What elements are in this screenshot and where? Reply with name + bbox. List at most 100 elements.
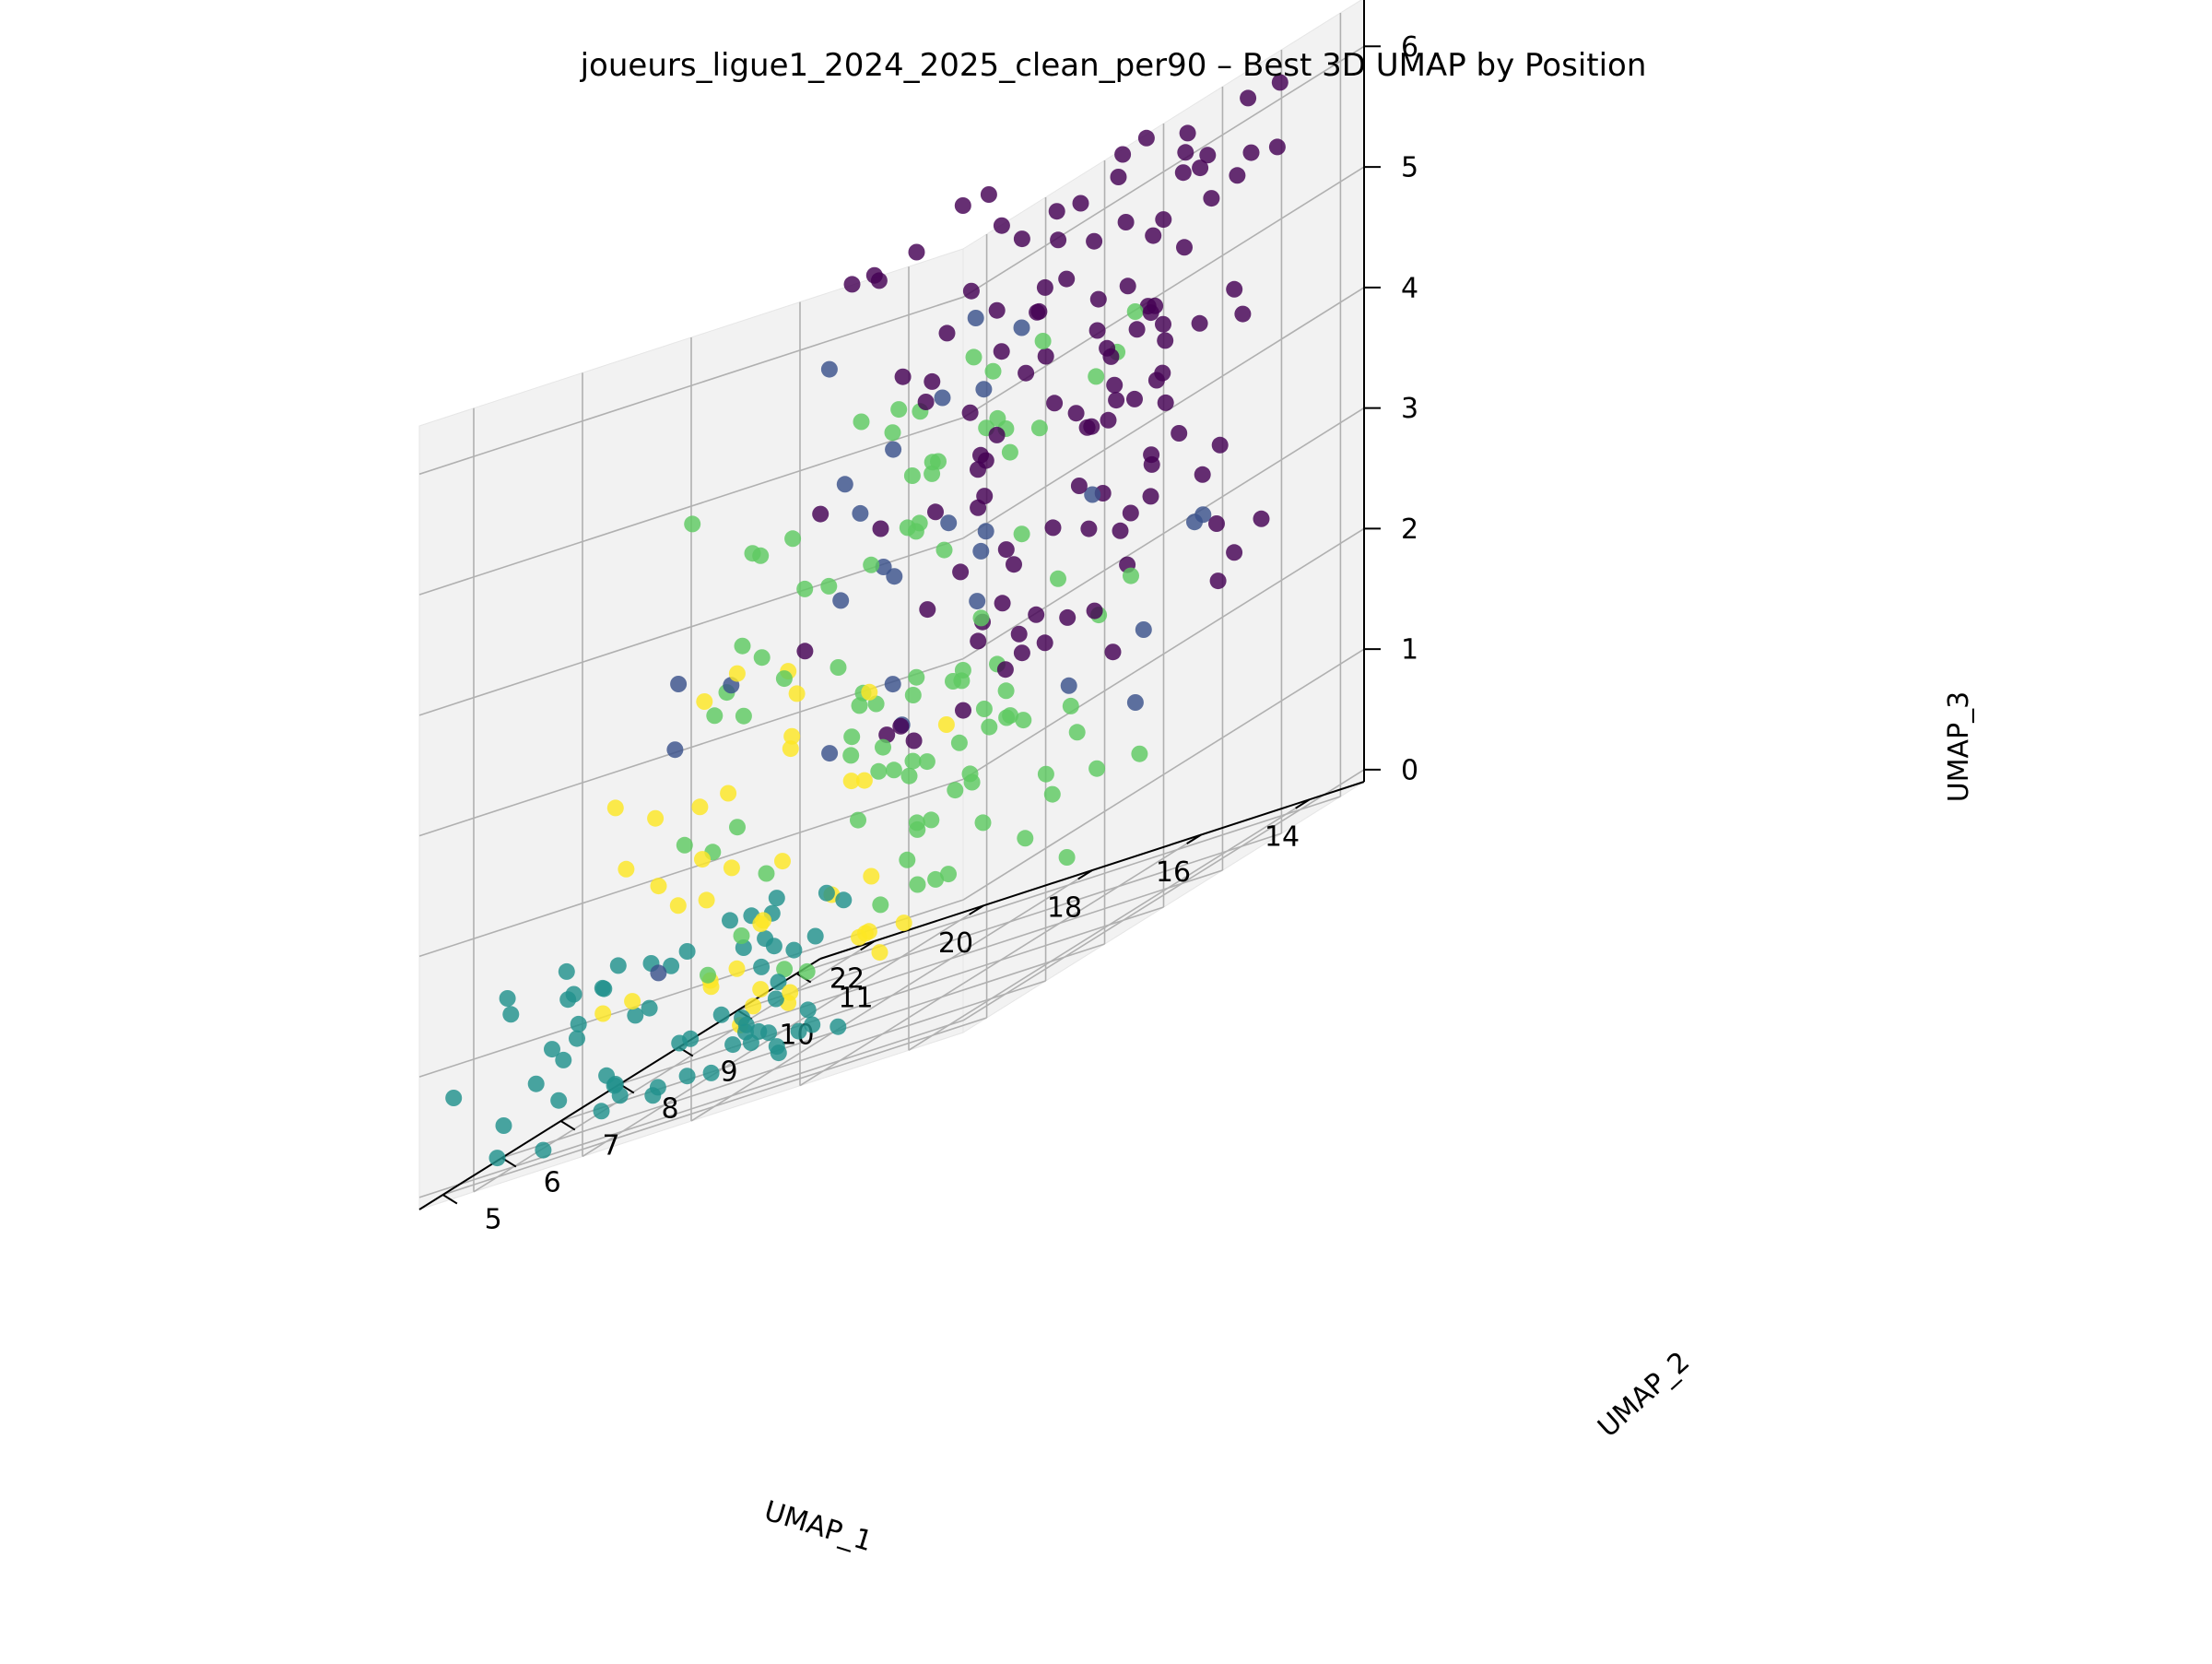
data-point <box>918 753 935 771</box>
x-tick-mark <box>969 904 984 915</box>
data-point <box>753 958 771 975</box>
z-grid-line <box>962 45 1365 298</box>
data-point <box>696 693 713 710</box>
data-point <box>666 741 684 759</box>
data-point <box>647 809 665 827</box>
data-point <box>908 243 925 261</box>
data-point <box>970 632 987 650</box>
data-point <box>885 441 902 458</box>
data-point <box>1112 522 1129 539</box>
data-point <box>684 515 701 533</box>
data-point <box>872 896 889 914</box>
data-point <box>598 1067 616 1084</box>
data-point <box>1194 466 1211 483</box>
data-point <box>878 726 896 744</box>
data-point <box>955 702 971 719</box>
data-point <box>1145 227 1162 244</box>
data-point <box>694 851 711 868</box>
data-point <box>698 891 715 909</box>
data-point <box>784 530 802 548</box>
data-point <box>967 310 984 326</box>
data-point <box>954 197 971 214</box>
data-point <box>565 985 582 1003</box>
data-point <box>981 718 998 736</box>
data-point <box>1179 124 1196 142</box>
data-point <box>1036 634 1053 652</box>
z-grid-line <box>418 778 964 958</box>
data-point <box>950 734 968 751</box>
data-point <box>758 865 775 882</box>
data-point <box>1088 368 1105 385</box>
data-point <box>890 401 908 419</box>
data-point <box>650 964 667 982</box>
data-point <box>937 716 955 733</box>
data-point <box>1155 211 1172 229</box>
data-points <box>445 74 1288 1167</box>
x-tick-mark <box>860 939 876 951</box>
grid-lines <box>418 13 1365 1198</box>
data-point <box>836 476 853 493</box>
data-point <box>953 672 971 690</box>
data-point <box>570 1015 587 1033</box>
data-point <box>927 503 944 521</box>
data-point <box>924 372 941 390</box>
data-point <box>1059 608 1077 626</box>
data-point <box>729 819 746 836</box>
data-point <box>993 217 1010 234</box>
data-point <box>1013 230 1030 248</box>
data-point <box>1271 74 1288 91</box>
z-grid-line <box>418 1020 964 1198</box>
data-point <box>1211 436 1229 454</box>
data-point <box>997 541 1015 559</box>
data-point <box>909 876 926 893</box>
data-point <box>1174 164 1192 182</box>
data-point <box>988 301 1006 319</box>
data-point <box>782 984 799 1001</box>
z-axis-label: UMAP_3 <box>1943 691 1975 803</box>
data-point <box>1070 478 1088 494</box>
data-point <box>812 505 830 523</box>
data-point <box>934 389 951 407</box>
data-point <box>923 811 940 829</box>
data-point <box>700 966 716 984</box>
data-point <box>535 1141 552 1159</box>
x-tick-label: 18 <box>1047 892 1082 925</box>
data-point <box>728 960 746 977</box>
data-point <box>899 851 916 868</box>
data-point <box>904 687 922 703</box>
x-tick-label: 22 <box>830 962 865 995</box>
data-point <box>670 676 688 692</box>
z-grid-line <box>962 648 1365 901</box>
data-point <box>977 523 994 540</box>
data-point <box>1199 147 1217 164</box>
data-point <box>975 701 993 717</box>
data-point <box>1176 239 1193 256</box>
x-tick-mark <box>1186 833 1202 844</box>
data-point <box>1191 314 1208 332</box>
data-point <box>820 577 838 595</box>
data-point <box>998 709 1016 726</box>
data-point <box>1034 333 1052 349</box>
data-point <box>495 1117 512 1134</box>
data-point <box>895 915 912 932</box>
data-point <box>830 1018 847 1035</box>
data-point <box>970 461 986 478</box>
data-point <box>796 643 814 660</box>
data-point <box>678 1068 696 1085</box>
data-point <box>884 676 901 693</box>
data-point <box>1104 643 1122 661</box>
data-point <box>909 820 926 838</box>
data-point <box>988 426 1006 443</box>
data-point <box>1229 167 1246 184</box>
data-point <box>627 1007 644 1024</box>
data-point <box>1226 544 1243 561</box>
data-point <box>1001 443 1018 461</box>
data-point <box>774 853 791 870</box>
data-point <box>1036 278 1053 296</box>
data-point <box>917 394 935 410</box>
data-point <box>903 467 921 484</box>
data-point <box>624 993 641 1010</box>
data-point <box>1142 304 1159 322</box>
